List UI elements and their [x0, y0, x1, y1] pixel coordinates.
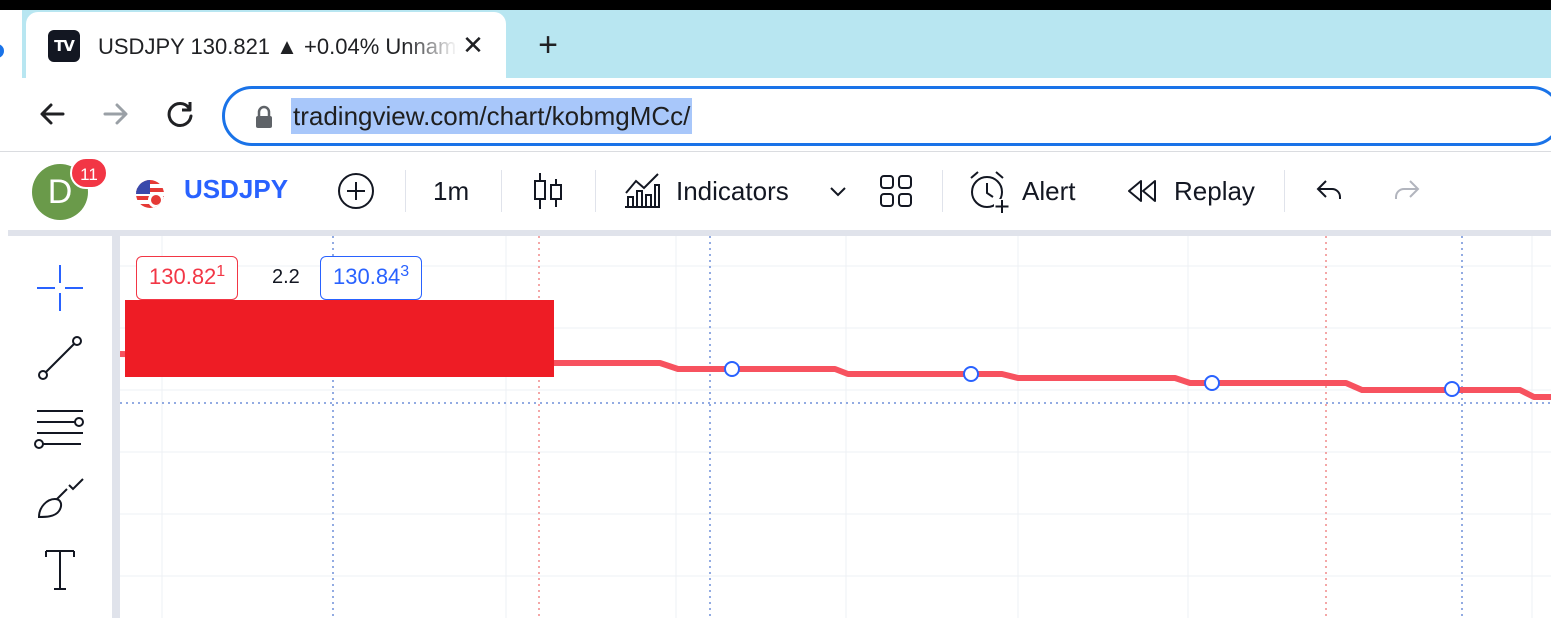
address-bar[interactable]: tradingview.com/chart/kobmgMCc/ — [222, 86, 1551, 146]
text-icon[interactable] — [30, 542, 90, 598]
toolbar-separator — [942, 170, 943, 212]
back-icon[interactable] — [32, 94, 72, 134]
brush-icon[interactable] — [30, 470, 90, 526]
toolbar-separator — [595, 170, 596, 212]
interval-button[interactable]: 1m — [433, 166, 469, 216]
indicators-label: Indicators — [676, 176, 789, 207]
close-tab-icon[interactable]: ✕ — [458, 30, 488, 60]
layout-icon[interactable] — [878, 166, 914, 216]
buy-price-button[interactable]: 130.843 — [320, 256, 422, 300]
price-chart[interactable]: 130.821 2.2 130.843 — [120, 236, 1551, 618]
indicators-button[interactable]: Indicators — [622, 166, 789, 216]
url-text[interactable]: tradingview.com/chart/kobmgMCc/ — [291, 98, 692, 134]
toolbar-separator — [501, 170, 502, 212]
active-tab[interactable]: TV USDJPY 130.821 ▲ +0.04% Unnamed ✕ — [26, 12, 506, 78]
tradingview-logo-icon: TV — [48, 30, 80, 62]
reload-icon[interactable] — [160, 94, 200, 134]
left-gutter — [0, 230, 8, 618]
symbol-search-button[interactable]: USDJPY — [184, 174, 288, 205]
alert-label: Alert — [1022, 176, 1075, 207]
trendline-icon[interactable] — [30, 330, 90, 386]
spread-value: 2.2 — [272, 266, 300, 289]
sell-price-pip: 1 — [216, 263, 225, 280]
chevron-down-icon[interactable] — [826, 166, 850, 216]
replay-label: Replay — [1174, 176, 1255, 207]
buy-price-main: 130.84 — [333, 264, 400, 289]
us-flag-icon — [136, 180, 164, 208]
alert-button[interactable]: Alert — [966, 166, 1075, 216]
sell-price-button[interactable]: 130.821 — [136, 256, 238, 300]
tab-title: USDJPY 130.821 ▲ +0.04% Unnamed — [98, 34, 458, 60]
crosshair-icon[interactable] — [30, 260, 90, 316]
alarm-icon — [966, 168, 1012, 214]
toolbar-separator — [1284, 170, 1285, 212]
notification-badge: 11 — [70, 157, 108, 189]
sell-price-main: 130.82 — [149, 264, 216, 289]
redo-icon[interactable] — [1390, 166, 1422, 216]
redacted-area — [125, 300, 554, 377]
buy-price-pip: 3 — [400, 263, 409, 280]
indicators-icon — [622, 171, 662, 211]
undo-icon[interactable] — [1314, 166, 1346, 216]
new-tab-button[interactable]: + — [530, 28, 566, 64]
replay-button[interactable]: Replay — [1126, 166, 1255, 216]
toolbar-separator — [405, 170, 406, 212]
toolbar-divider — [112, 230, 120, 618]
add-symbol-icon[interactable] — [334, 166, 378, 216]
chart-top-toolbar: D 11 USDJPY 1m Indicators Alert — [0, 152, 1551, 230]
forward-icon[interactable] — [96, 94, 136, 134]
previous-tab-icon — [0, 44, 4, 58]
drawing-toolbar — [8, 230, 112, 618]
candles-icon[interactable] — [528, 166, 568, 216]
fib-icon[interactable] — [30, 400, 90, 456]
navigation-bar: tradingview.com/chart/kobmgMCc/ — [0, 78, 1551, 152]
lock-icon[interactable] — [253, 105, 275, 129]
previous-tab[interactable] — [0, 10, 22, 78]
screen-top-edge — [0, 0, 1551, 10]
replay-icon — [1126, 175, 1162, 207]
